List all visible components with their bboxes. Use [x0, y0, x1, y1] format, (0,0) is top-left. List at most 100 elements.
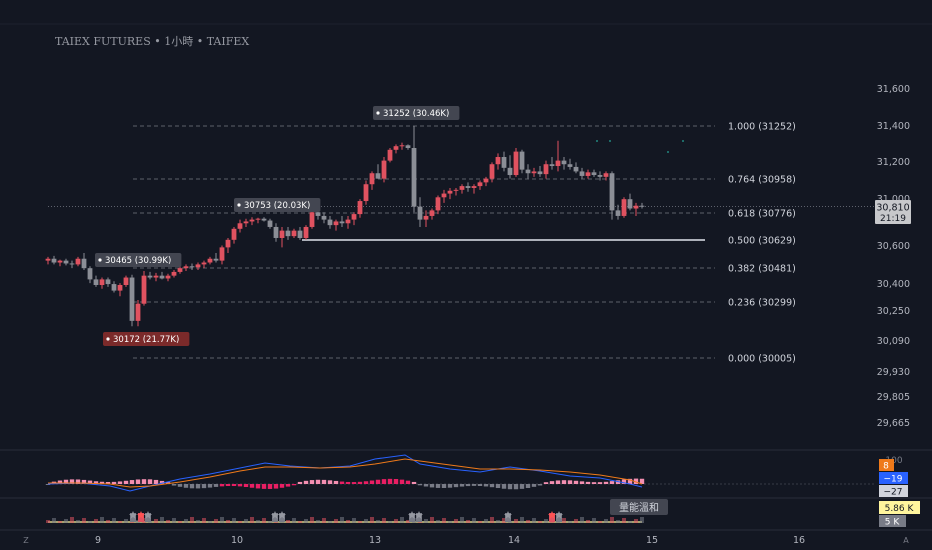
- candle[interactable]: [99, 277, 105, 289]
- candle[interactable]: [405, 144, 411, 150]
- candle[interactable]: [411, 126, 417, 213]
- candle[interactable]: [429, 208, 435, 220]
- candle[interactable]: [195, 262, 201, 271]
- candle[interactable]: [567, 158, 573, 170]
- candle[interactable]: [579, 167, 585, 179]
- candle[interactable]: [627, 193, 633, 211]
- candle[interactable]: [177, 266, 183, 274]
- candle[interactable]: [423, 210, 429, 227]
- candle[interactable]: [381, 157, 387, 183]
- timezone-icon[interactable]: Z: [23, 536, 29, 545]
- candle[interactable]: [549, 157, 555, 170]
- candle[interactable]: [171, 270, 177, 278]
- candle[interactable]: [213, 253, 219, 263]
- candle[interactable]: [363, 180, 369, 205]
- candle[interactable]: [573, 162, 579, 174]
- candle[interactable]: [609, 171, 615, 220]
- candle[interactable]: [543, 160, 549, 179]
- price-axis[interactable]: 31,600 31,400 31,200 31,000 30,600 30,400 30,2…: [877, 84, 910, 429]
- candle[interactable]: [273, 223, 279, 242]
- candle[interactable]: [375, 164, 381, 179]
- candle[interactable]: [357, 199, 363, 218]
- candle[interactable]: [537, 166, 543, 177]
- candle[interactable]: [291, 228, 297, 238]
- candle[interactable]: [201, 260, 207, 269]
- candle[interactable]: [183, 264, 189, 271]
- candle[interactable]: [525, 164, 531, 179]
- candle[interactable]: [351, 212, 357, 226]
- candle[interactable]: [93, 275, 99, 287]
- candle[interactable]: [603, 171, 609, 181]
- candle[interactable]: [117, 283, 123, 297]
- time-axis[interactable]: 9 10 13 14 15 16: [95, 535, 805, 546]
- candle[interactable]: [321, 212, 327, 224]
- candle[interactable]: [435, 195, 441, 215]
- candle[interactable]: [483, 176, 489, 187]
- candle[interactable]: [507, 155, 513, 179]
- candle[interactable]: [123, 275, 129, 287]
- candle[interactable]: [633, 202, 639, 216]
- candle[interactable]: [591, 169, 597, 177]
- candle[interactable]: [501, 151, 507, 172]
- candle[interactable]: [495, 153, 501, 170]
- candle[interactable]: [465, 182, 471, 192]
- candle[interactable]: [165, 273, 171, 282]
- candle[interactable]: [621, 197, 627, 218]
- candle[interactable]: [639, 202, 645, 209]
- candle[interactable]: [255, 217, 261, 224]
- candle[interactable]: [585, 169, 591, 179]
- pivot-label[interactable]: 30753 (20.03K): [234, 198, 321, 212]
- candle[interactable]: [441, 189, 447, 203]
- candle[interactable]: [489, 162, 495, 183]
- candle[interactable]: [555, 140, 561, 172]
- candle[interactable]: [81, 253, 87, 271]
- candle[interactable]: [459, 184, 465, 194]
- candle[interactable]: [597, 171, 603, 181]
- candle[interactable]: [51, 255, 57, 265]
- candle[interactable]: [141, 270, 147, 306]
- candle[interactable]: [309, 210, 315, 229]
- candle[interactable]: [417, 197, 423, 227]
- candle[interactable]: [453, 187, 459, 196]
- candle[interactable]: [339, 215, 345, 227]
- candle[interactable]: [615, 204, 621, 220]
- pivot-label[interactable]: 30172 (21.77K): [103, 332, 190, 346]
- candle[interactable]: [471, 184, 477, 194]
- candle[interactable]: [231, 226, 237, 244]
- candle[interactable]: [531, 167, 537, 177]
- candle[interactable]: [519, 149, 525, 174]
- candle[interactable]: [111, 281, 117, 293]
- candle[interactable]: [105, 277, 111, 287]
- candle[interactable]: [189, 263, 195, 271]
- candle[interactable]: [129, 274, 135, 327]
- candle[interactable]: [279, 226, 285, 248]
- candle[interactable]: [243, 218, 249, 227]
- candle[interactable]: [135, 299, 141, 327]
- candle[interactable]: [225, 237, 231, 254]
- candle[interactable]: [249, 217, 255, 226]
- auto-scale-icon[interactable]: A: [903, 536, 909, 545]
- candle[interactable]: [387, 147, 393, 163]
- candle[interactable]: [393, 144, 399, 154]
- candle[interactable]: [477, 180, 483, 190]
- candle[interactable]: [447, 187, 453, 200]
- candle[interactable]: [87, 266, 93, 284]
- candle[interactable]: [153, 272, 159, 282]
- candle[interactable]: [333, 219, 339, 231]
- candle[interactable]: [399, 142, 405, 150]
- candle[interactable]: [561, 157, 567, 170]
- candle[interactable]: [345, 215, 351, 229]
- candle[interactable]: [45, 256, 51, 265]
- candle[interactable]: [147, 271, 153, 280]
- candle[interactable]: [63, 258, 69, 266]
- pivot-label[interactable]: 30465 (30.99K): [95, 253, 182, 267]
- candle[interactable]: [237, 219, 243, 233]
- candle[interactable]: [69, 260, 75, 269]
- candle[interactable]: [267, 218, 273, 229]
- candle[interactable]: [75, 256, 81, 267]
- candle[interactable]: [261, 217, 267, 222]
- candle[interactable]: [297, 226, 303, 240]
- candle[interactable]: [219, 245, 225, 265]
